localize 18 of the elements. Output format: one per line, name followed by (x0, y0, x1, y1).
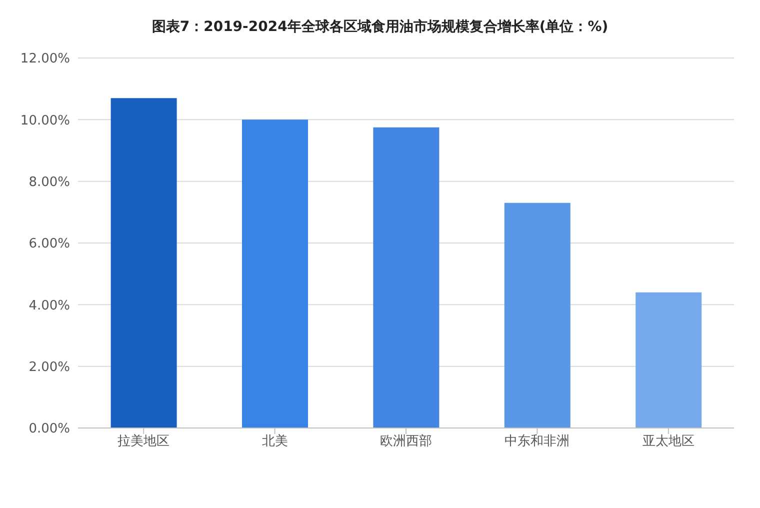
y-tick-label: 10.00% (20, 113, 70, 128)
y-tick-label: 6.00% (28, 236, 70, 252)
bar (636, 292, 702, 428)
y-tick-label: 0.00% (28, 422, 70, 437)
x-tick-label: 拉美地区 (118, 433, 170, 450)
bar (373, 127, 440, 428)
y-tick-label: 4.00% (28, 298, 70, 314)
y-tick-label: 2.00% (28, 360, 70, 375)
x-tick-label: 欧洲西部 (380, 434, 432, 450)
y-tick-label: 8.00% (28, 174, 70, 190)
bar (110, 98, 177, 428)
bar (242, 120, 308, 428)
x-tick-label: 中东和非洲 (504, 434, 570, 450)
bar (504, 202, 570, 428)
x-tick-label: 亚太地区 (642, 434, 694, 450)
x-tick-label: 北美 (262, 433, 288, 450)
chart-title: 图表7：2019-2024年全球各区域食用油市场规模复合增长率(单位：%) (150, 18, 610, 37)
y-tick-label: 12.00% (20, 52, 70, 67)
